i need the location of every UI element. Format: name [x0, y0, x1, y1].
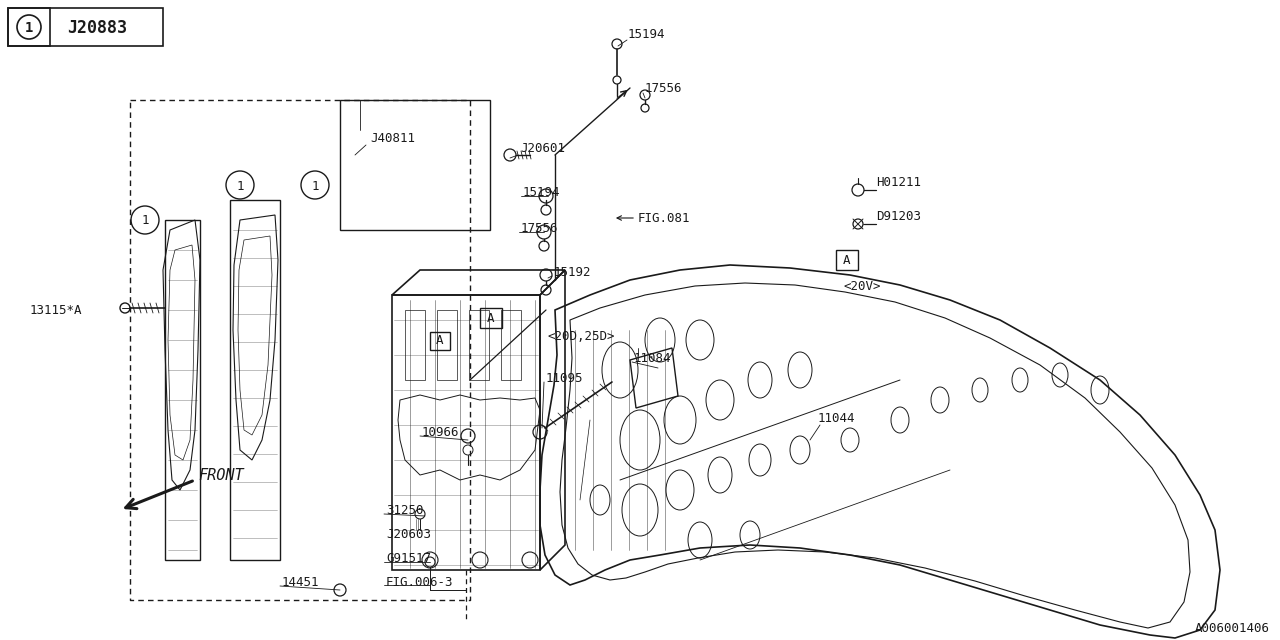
- Text: 17556: 17556: [645, 81, 682, 95]
- Text: H01211: H01211: [876, 177, 922, 189]
- Text: J20601: J20601: [520, 141, 564, 154]
- Text: D91203: D91203: [876, 211, 922, 223]
- Text: G91517: G91517: [387, 552, 431, 564]
- Text: J20603: J20603: [387, 527, 431, 541]
- Text: J40811: J40811: [370, 131, 415, 145]
- Text: 1: 1: [237, 179, 243, 193]
- Text: 11095: 11095: [547, 371, 584, 385]
- Text: 10966: 10966: [422, 426, 460, 438]
- Text: 13115*A: 13115*A: [29, 303, 82, 317]
- Text: 15192: 15192: [554, 266, 591, 278]
- Text: 1: 1: [141, 214, 148, 227]
- Bar: [8, 8, 163, 46]
- Text: A: A: [844, 253, 851, 266]
- Bar: [430, 332, 451, 350]
- Bar: [480, 308, 502, 328]
- Text: 31250: 31250: [387, 504, 424, 516]
- Text: FIG.006-3: FIG.006-3: [387, 575, 453, 589]
- Text: <20D,25D>: <20D,25D>: [548, 330, 616, 342]
- Text: 1: 1: [311, 179, 319, 193]
- Text: A006001406: A006001406: [1196, 621, 1270, 634]
- Text: 15194: 15194: [628, 28, 666, 40]
- Bar: [8, 8, 50, 46]
- Text: FRONT: FRONT: [198, 467, 243, 483]
- Text: 11084: 11084: [634, 351, 672, 365]
- Bar: [836, 250, 858, 270]
- Text: 15194: 15194: [524, 186, 561, 198]
- Text: FIG.081: FIG.081: [637, 211, 690, 225]
- Bar: [340, 100, 490, 230]
- Text: 1: 1: [24, 21, 33, 35]
- Text: A: A: [488, 312, 495, 324]
- Text: 14451: 14451: [282, 575, 320, 589]
- Text: 11044: 11044: [818, 412, 855, 424]
- Text: <20V>: <20V>: [844, 280, 881, 294]
- Text: J20883: J20883: [67, 19, 127, 37]
- Text: 17556: 17556: [521, 221, 558, 234]
- Text: A: A: [436, 335, 444, 348]
